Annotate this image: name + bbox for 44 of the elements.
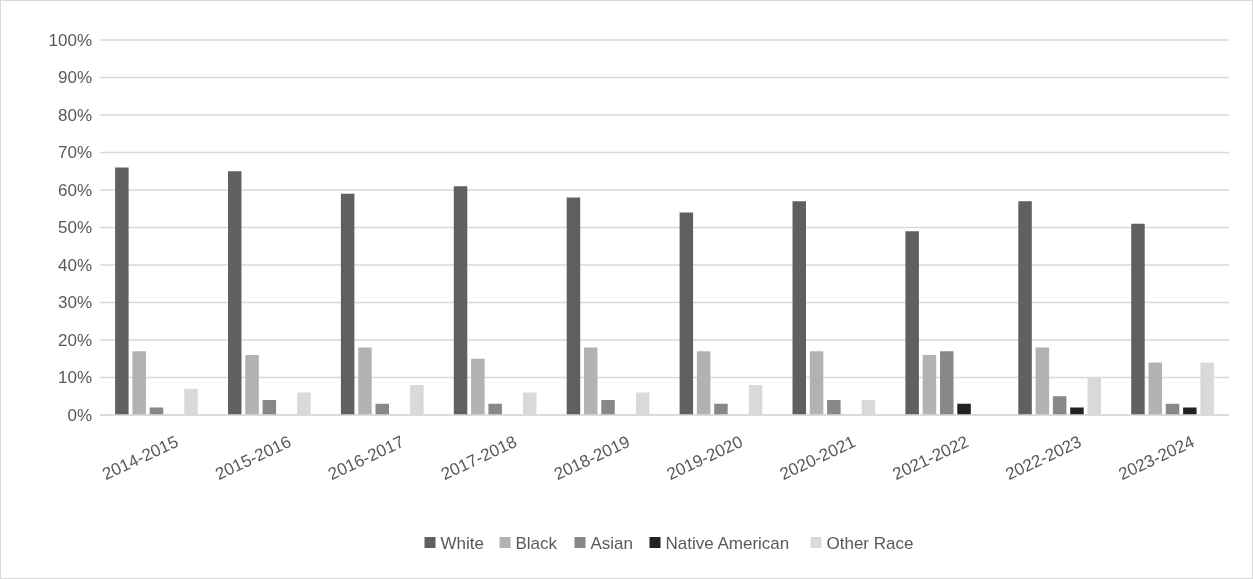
y-tick-label: 40% — [57, 255, 92, 275]
bar — [584, 347, 598, 415]
y-tick-label: 10% — [57, 368, 92, 388]
bar — [1035, 347, 1050, 415]
bar — [922, 355, 937, 415]
bar — [1018, 201, 1032, 415]
bar — [792, 201, 806, 415]
bar — [358, 347, 372, 415]
bar — [340, 193, 355, 415]
bar — [1131, 223, 1145, 415]
bar — [488, 403, 502, 415]
bar — [262, 400, 277, 415]
bar — [957, 403, 971, 415]
bar — [1052, 396, 1067, 415]
legend-label: White — [440, 533, 484, 553]
legend-label: Black — [515, 533, 558, 553]
y-tick-label: 50% — [57, 218, 92, 238]
bar — [228, 171, 242, 415]
bar — [905, 231, 919, 415]
bar — [940, 351, 954, 415]
legend-label: Other Race — [826, 533, 914, 553]
y-tick-label: 20% — [57, 330, 92, 350]
y-tick-label: 60% — [57, 180, 92, 200]
bar — [471, 358, 485, 415]
y-tick-label: 30% — [57, 293, 92, 313]
y-tick-label: 100% — [48, 30, 92, 50]
bar — [453, 186, 468, 415]
bar — [827, 400, 841, 415]
y-tick-label: 0% — [67, 405, 92, 425]
bar — [601, 400, 615, 415]
bar — [132, 351, 146, 415]
bar — [714, 403, 728, 415]
bar — [696, 351, 711, 415]
bar — [245, 355, 259, 415]
y-tick-label: 90% — [57, 68, 92, 88]
bar — [809, 351, 824, 415]
bar — [566, 197, 581, 415]
legend-label: Native American — [665, 533, 790, 553]
bar — [679, 212, 694, 415]
legend-label: Asian — [590, 533, 634, 553]
bar — [1148, 362, 1162, 415]
y-tick-label: 70% — [57, 143, 92, 163]
bar — [115, 167, 129, 415]
y-tick-label: 80% — [57, 105, 92, 125]
